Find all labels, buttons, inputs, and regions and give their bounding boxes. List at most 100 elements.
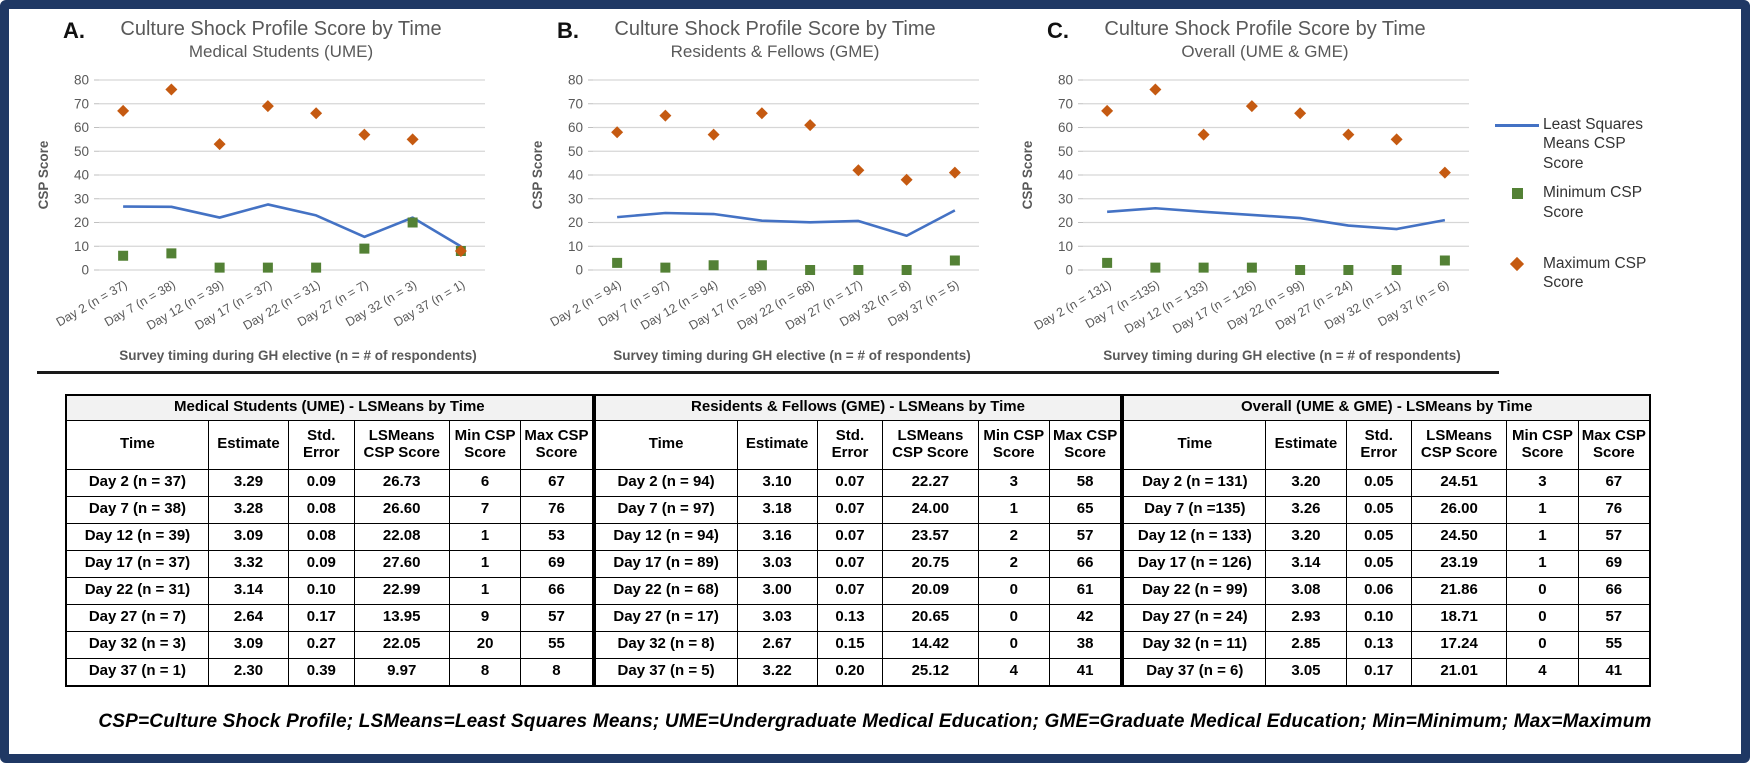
chart-c-title: Culture Shock Profile Score by Time: [1104, 18, 1426, 40]
table-cell: 0.08: [288, 522, 355, 551]
legend-label: Least Squares Means CSP Score: [1543, 116, 1643, 172]
column-header: Time: [65, 419, 209, 470]
y-tick-label: 80: [568, 73, 583, 88]
min-marker: [311, 263, 322, 274]
table-gme: Residents & Fellows (GME) - LSMeans by T…: [593, 394, 1123, 687]
chart-c-subtitle: Overall (UME & GME): [1181, 42, 1349, 61]
table-cell: Day 7 (n = 97): [594, 495, 738, 524]
table-cell: 0.20: [816, 657, 884, 686]
table-cell: 22.08: [353, 522, 450, 551]
table-cell: 24.51: [1410, 468, 1508, 497]
column-header: Min CSP Score: [448, 419, 522, 470]
table-cell: 27.60: [353, 549, 450, 578]
table-cell: 13.95: [353, 603, 450, 632]
table-cell: Day 37 (n = 6): [1122, 657, 1267, 686]
table-title: Residents & Fellows (GME) - LSMeans by T…: [594, 394, 1122, 421]
lsmeans-table: Residents & Fellows (GME) - LSMeans by T…: [593, 394, 1123, 687]
max-marker: [659, 110, 672, 123]
chart-c-header: C. Culture Shock Profile Score by Time O…: [1017, 17, 1479, 62]
table-cell: 3.26: [1265, 495, 1347, 524]
table-cell: 3.20: [1265, 468, 1347, 497]
table-cell: 0.15: [816, 630, 884, 659]
table-cell: Day 17 (n = 89): [594, 549, 738, 578]
table-cell: 3.22: [736, 657, 818, 686]
table-cell: 0.39: [288, 657, 355, 686]
min-marker: [756, 260, 767, 271]
max-marker: [406, 133, 419, 146]
table-cell: 0.07: [816, 468, 884, 497]
y-tick-label: 0: [81, 263, 89, 278]
chart-b-header: B. Culture Shock Profile Score by Time R…: [527, 17, 989, 62]
max-marker: [755, 107, 768, 120]
table-cell: 26.73: [353, 468, 450, 497]
column-header: Max CSP Score: [1048, 419, 1122, 470]
max-marker: [1197, 129, 1210, 142]
min-marker: [708, 260, 719, 271]
table-cell: 0: [1506, 576, 1579, 605]
table-cell: 38: [1048, 630, 1122, 659]
table-cell: Day 17 (n = 126): [1122, 549, 1267, 578]
chart-panel-c: C. Culture Shock Profile Score by Time O…: [1017, 17, 1479, 369]
table-cell: 6: [448, 468, 522, 497]
table-cell: 1: [448, 522, 522, 551]
table-cell: Day 7 (n =135): [1122, 495, 1267, 524]
table-cell: 57: [1577, 603, 1651, 632]
chart-a-subtitle: Medical Students (UME): [188, 42, 374, 61]
y-tick-label: 0: [1065, 263, 1073, 278]
column-header: Time: [1122, 419, 1267, 470]
table-title: Overall (UME & GME) - LSMeans by Time: [1122, 394, 1651, 421]
table-cell: 0: [977, 603, 1050, 632]
table-cell: 25.12: [882, 657, 979, 686]
max-marker: [1342, 129, 1355, 142]
column-header: Min CSP Score: [1506, 419, 1579, 470]
panel-letter-c: C.: [1047, 18, 1069, 43]
y-tick-label: 20: [74, 215, 89, 230]
min-marker: [853, 265, 864, 276]
chart-panel-a: A. Culture Shock Profile Score by Time M…: [33, 17, 495, 369]
table-cell: 41: [1577, 657, 1651, 686]
table-cell: 0: [977, 630, 1050, 659]
table-cell: 67: [1577, 468, 1651, 497]
chart-panel-b: B. Culture Shock Profile Score by Time R…: [527, 17, 989, 369]
lsmeans-line: [123, 203, 462, 248]
x-axis-title: Survey timing during GH elective (n = # …: [613, 348, 970, 363]
table-cell: 0.07: [816, 549, 884, 578]
table-cell: Day 27 (n = 7): [65, 603, 209, 632]
table-row: Day 27 (n = 7) 2.64 0.17 13.95 9 57: [65, 603, 594, 632]
legend-item-minimum: Minimum CSP Score: [1491, 183, 1734, 222]
table-cell: 0: [977, 576, 1050, 605]
table-row: Day 32 (n = 3) 3.09 0.27 22.05 20 55: [65, 630, 594, 659]
legend-label: Maximum CSP Score: [1543, 254, 1647, 292]
max-marker: [1149, 83, 1162, 96]
table-cell: 3.14: [207, 576, 290, 605]
x-axis-title: Survey timing during GH elective (n = # …: [119, 348, 476, 363]
y-tick-label: 70: [74, 97, 89, 112]
max-marker: [948, 167, 961, 180]
column-header: LSMeans CSP Score: [353, 419, 450, 470]
table-row: Day 7 (n = 97) 3.18 0.07 24.00 1 65: [594, 495, 1122, 524]
table-cell: 0.13: [1345, 630, 1412, 659]
table-cell: Day 22 (n = 99): [1122, 576, 1267, 605]
table-cell: 3.00: [736, 576, 818, 605]
table-cell: 23.19: [1410, 549, 1508, 578]
lsmeans-line: [617, 209, 956, 238]
table-cell: 18.71: [1410, 603, 1508, 632]
column-header: Estimate: [1265, 419, 1347, 470]
table-row: Day 12 (n = 39) 3.09 0.08 22.08 1 53: [65, 522, 594, 551]
table-cell: 0.17: [288, 603, 355, 632]
table-cell: 3.03: [736, 549, 818, 578]
table-cell: 67: [520, 468, 594, 497]
charts-row: A. Culture Shock Profile Score by Time M…: [9, 9, 1741, 369]
max-marker: [611, 126, 624, 139]
lsmeans-table: Medical Students (UME) - LSMeans by Time…: [65, 394, 594, 687]
column-header: Max CSP Score: [520, 419, 594, 470]
table-row: Day 7 (n =135) 3.26 0.05 26.00 1 76: [1122, 495, 1651, 524]
table-cell: 0.05: [1345, 468, 1412, 497]
max-marker: [1245, 100, 1258, 113]
table-cell: Day 12 (n = 39): [65, 522, 209, 551]
y-tick-label: 40: [74, 168, 89, 183]
table-header-row: Time Estimate Std. Error LSMeans CSP Score M…: [594, 419, 1122, 470]
square-marker-icon: [1491, 183, 1543, 203]
table-cell: 53: [520, 522, 594, 551]
